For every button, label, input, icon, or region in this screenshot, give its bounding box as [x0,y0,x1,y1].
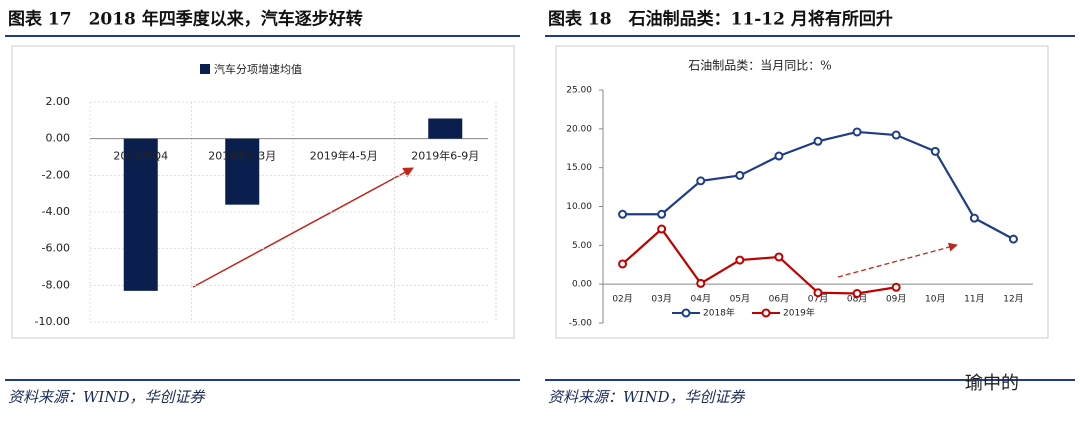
trend-arrow [837,242,958,278]
point [852,127,862,137]
x-tick-label: 05月 [730,294,750,305]
point [891,130,901,140]
x-tick-label: 10月 [925,294,945,305]
y-tick-label: 15.00 [566,163,592,173]
point [852,288,862,298]
point [735,170,745,180]
point [618,209,628,219]
y-tick-label: -8.00 [42,278,70,291]
y-tick-label: -2.00 [42,168,70,181]
trend-arrow [192,167,414,288]
point [774,252,784,262]
watermark: 瑜中的 [965,373,1019,394]
point [618,259,628,269]
y-tick-label: -10.00 [35,315,70,328]
figure-heading: 图表 18 石油制品类：11-12 月将有所回升 [548,9,893,30]
x-tick-label: 09月 [886,294,906,305]
chart-title: 石油制品类：当月同比：% [688,59,831,73]
chart-frame [11,45,515,339]
legend-swatch [200,64,210,74]
point [657,209,667,219]
y-tick-label: -4.00 [42,205,70,218]
point [657,224,667,234]
x-tick-label: 11月 [964,294,984,305]
point [735,255,745,265]
legend-label: 汽车分项增速均值 [214,62,302,76]
y-tick-label: 2.00 [46,95,71,108]
legend-label: 2018年 [703,307,735,319]
bar [225,138,260,205]
point [891,282,901,292]
point [1008,234,1018,244]
point [774,151,784,161]
x-tick-label: 03月 [651,294,671,305]
source: 资料来源：WIND，华创证券 [548,388,745,406]
x-tick-label: 2018年Q4 [113,149,168,163]
point [696,278,706,288]
bar [428,118,463,139]
point [696,176,706,186]
point [813,288,823,298]
y-tick-label: 0.00 [572,280,592,290]
legend-marker [681,308,691,318]
y-tick-label: 10.00 [566,202,592,212]
series-line [621,227,897,295]
x-tick-label: 04月 [691,294,711,305]
point [969,213,979,223]
y-tick-label: -6.00 [42,242,70,255]
point [930,146,940,156]
y-tick-label: -5.00 [569,319,593,329]
x-tick-label: 2019年1-3月 [208,149,276,163]
figure-heading: 图表 17 2018 年四季度以来，汽车逐步好转 [8,9,363,30]
x-tick-label: 02月 [612,294,632,305]
point [813,136,823,146]
x-tick-label: 12月 [1003,294,1023,305]
y-tick-label: 20.00 [566,124,592,134]
bar [123,138,158,291]
legend-label: 2019年 [783,307,815,319]
y-tick-label: 5.00 [572,241,592,251]
x-tick-label: 2019年4-5月 [310,149,378,163]
x-tick-label: 08月 [847,294,867,305]
y-tick-label: 0.00 [46,132,71,145]
chart-frame [555,45,1049,339]
source: 资料来源：WIND，华创证券 [8,388,205,406]
series-line [622,130,1014,241]
legend-marker [761,308,771,318]
x-tick-label: 06月 [769,294,789,305]
y-tick-label: 25.00 [566,86,592,96]
x-tick-label: 07月 [808,294,828,305]
x-tick-label: 2019年6-9月 [411,149,479,163]
